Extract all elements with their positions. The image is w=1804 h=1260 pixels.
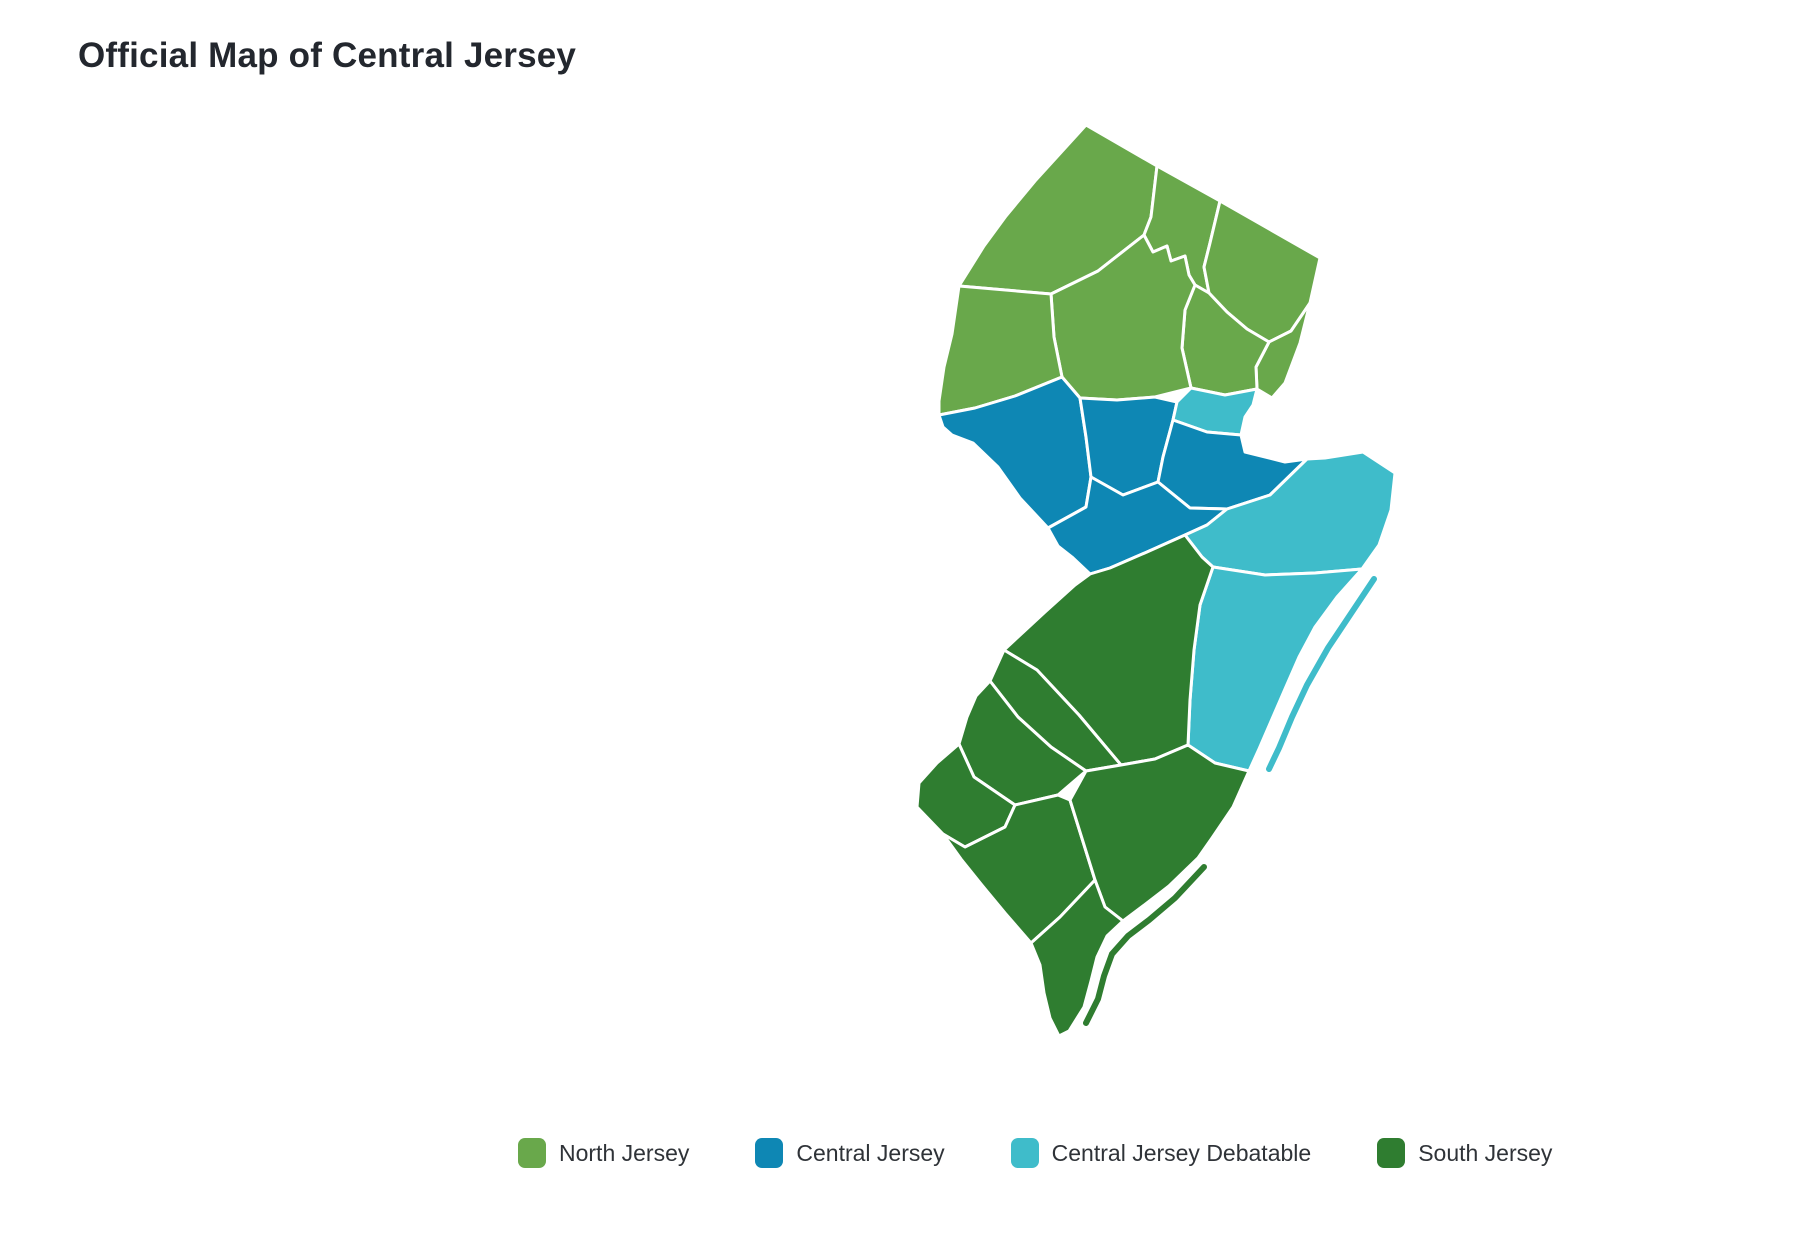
- county-ocean[interactable]: [1186, 565, 1364, 773]
- county-cape-may[interactable]: [1029, 878, 1125, 1038]
- county-union[interactable]: [1171, 386, 1259, 437]
- legend-item-central-jersey-debatable[interactable]: Central Jersey Debatable: [1010, 1138, 1312, 1168]
- nj-map-container: [855, 105, 1415, 1055]
- legend-label: Central Jersey Debatable: [1051, 1139, 1312, 1166]
- south-jersey-swatch-icon: [1377, 1138, 1406, 1168]
- legend-label: Central Jersey: [796, 1139, 945, 1166]
- legend-label: North Jersey: [559, 1139, 690, 1166]
- capemay-barrier-island: [1083, 864, 1207, 1026]
- legend-item-central-jersey[interactable]: Central Jersey: [755, 1138, 945, 1168]
- county-burlington[interactable]: [1002, 533, 1215, 767]
- legend-label: South Jersey: [1418, 1139, 1553, 1166]
- central-jersey-debatable-swatch-icon: [1010, 1138, 1039, 1168]
- central-jersey-swatch-icon: [755, 1138, 784, 1168]
- page-title: Official Map of Central Jersey: [78, 36, 577, 75]
- nj-map[interactable]: [855, 105, 1415, 1055]
- legend-item-south-jersey[interactable]: South Jersey: [1377, 1138, 1552, 1168]
- legend-item-north-jersey[interactable]: North Jersey: [518, 1138, 689, 1168]
- legend: North Jersey Central Jersey Central Jers…: [518, 1134, 1552, 1172]
- barnegat-barrier-island: [1266, 576, 1377, 772]
- north-jersey-swatch-icon: [518, 1138, 546, 1168]
